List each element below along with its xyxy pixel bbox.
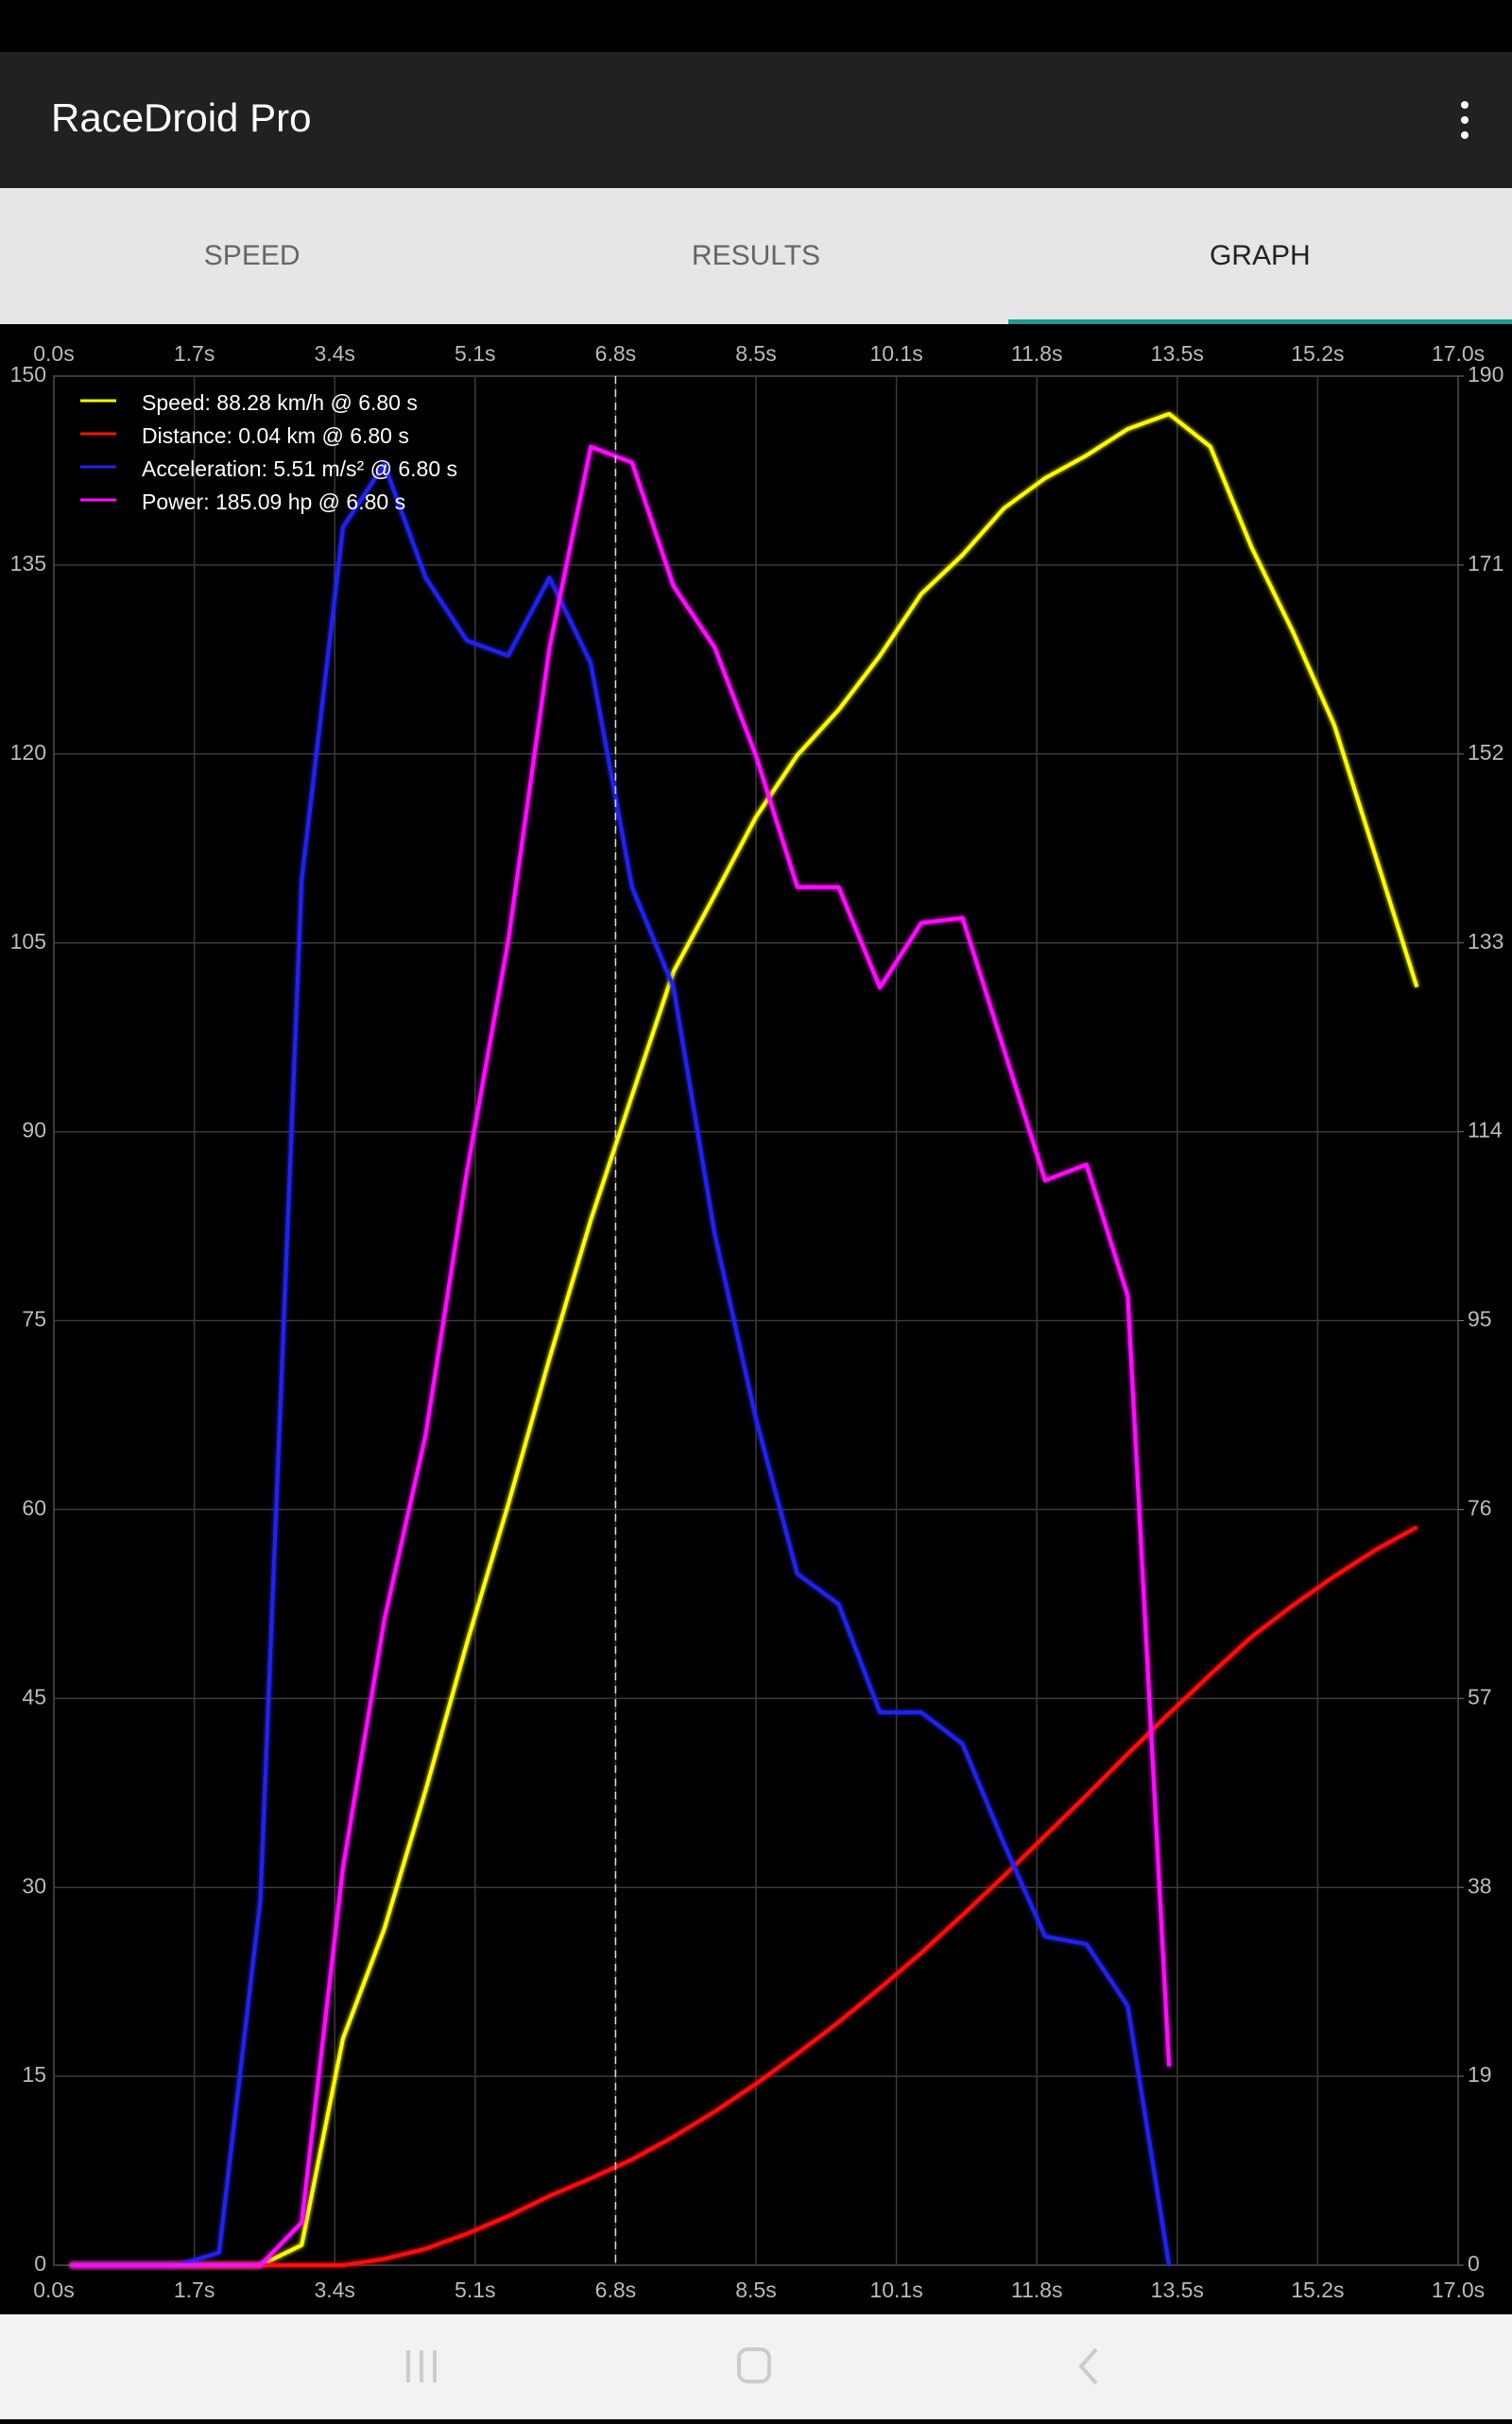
y2-tick-label: 152 <box>1468 740 1503 765</box>
y2-tick-label: 190 <box>1468 362 1503 387</box>
x-tick-label: 15.2s <box>1291 341 1344 366</box>
series-line <box>70 1525 1418 2267</box>
y2-tick-label: 0 <box>1468 2251 1480 2276</box>
tab-bar: SPEED RESULTS GRAPH <box>0 188 1512 324</box>
menu-button[interactable] <box>1451 99 1479 141</box>
x-tick-label: 5.1s <box>455 341 495 366</box>
x-tick-label: 1.7s <box>174 2278 215 2302</box>
y-tick-label: 105 <box>10 929 46 954</box>
x-tick-label: 13.5s <box>1151 2278 1204 2302</box>
x-tick-label: 13.5s <box>1151 341 1204 366</box>
series-line <box>70 462 1172 2267</box>
chart: 0.0s 0.0s 1.7s 1.7s 3.4s 3.4s 5.1s 5.1s 6.8s 6.8s… <box>10 341 1504 2302</box>
series-line <box>70 411 1419 2267</box>
y-tick-label: 60 <box>22 1495 46 1520</box>
y2-tick-label: 38 <box>1468 1873 1492 1898</box>
x-tick-label: 11.8s <box>1011 2278 1063 2302</box>
legend-label: Acceleration: 5.51 m/s² @ 6.80 s <box>142 456 457 481</box>
x-tick-label: 11.8s <box>1011 341 1063 366</box>
y-tick-label: 75 <box>22 1307 46 1332</box>
y-tick-label: 150 <box>10 362 46 387</box>
y2-tick-label: 19 <box>1468 2062 1492 2087</box>
x-tick-label: 0.0s <box>33 341 74 366</box>
y-tick-label: 90 <box>22 1118 46 1143</box>
legend-label: Distance: 0.04 km @ 6.80 s <box>142 423 409 448</box>
x-tick-label: 3.4s <box>314 341 354 366</box>
app-title: RaceDroid Pro <box>51 95 312 140</box>
y-tick-label: 135 <box>10 551 46 576</box>
navigation-bar <box>0 2314 1512 2419</box>
x-tick-label: 8.5s <box>735 341 776 366</box>
x-tick-label: 3.4s <box>314 2278 354 2302</box>
x-tick-label: 10.1s <box>869 341 922 366</box>
x-tick-label: 5.1s <box>455 2278 495 2302</box>
nav-icons <box>406 2347 1098 2385</box>
tab-selected[interactable]: GRAPH <box>1007 188 1512 324</box>
y-tick-label: 120 <box>10 740 46 765</box>
status-bar <box>0 0 1512 52</box>
tab[interactable]: SPEED <box>203 240 301 271</box>
y2-tick-label: 57 <box>1468 1684 1492 1709</box>
x-tick-label: 10.1s <box>869 2278 922 2302</box>
x-tick-label: 0.0s <box>33 2278 74 2302</box>
x-tick-label: 15.2s <box>1291 2278 1344 2302</box>
y2-tick-label: 171 <box>1468 551 1503 576</box>
x-tick-label: 17.0s <box>1432 2278 1485 2302</box>
series-line <box>70 444 1172 2267</box>
x-tick-label: 1.7s <box>174 341 215 366</box>
legend-label: Speed: 88.28 km/h @ 6.80 s <box>142 390 418 415</box>
y-tick-label: 30 <box>22 1873 46 1898</box>
y2-tick-label: 114 <box>1468 1118 1503 1143</box>
tab[interactable]: RESULTS <box>691 240 821 271</box>
y-tick-label: 45 <box>22 1684 46 1709</box>
x-tick-label: 6.8s <box>595 341 636 366</box>
x-tick-label: 8.5s <box>735 2278 776 2302</box>
y2-tick-label: 76 <box>1468 1495 1492 1520</box>
y2-tick-label: 133 <box>1468 929 1503 954</box>
y-tick-label: 15 <box>22 2062 46 2087</box>
app-bar: RaceDroid Pro <box>0 52 1512 188</box>
x-tick-label: 6.8s <box>595 2278 636 2302</box>
legend-label: Power: 185.09 hp @ 6.80 s <box>142 490 405 514</box>
y2-tick-label: 95 <box>1468 1307 1492 1332</box>
y-tick-label: 0 <box>34 2251 46 2276</box>
x-tick-label: 17.0s <box>1432 341 1485 366</box>
